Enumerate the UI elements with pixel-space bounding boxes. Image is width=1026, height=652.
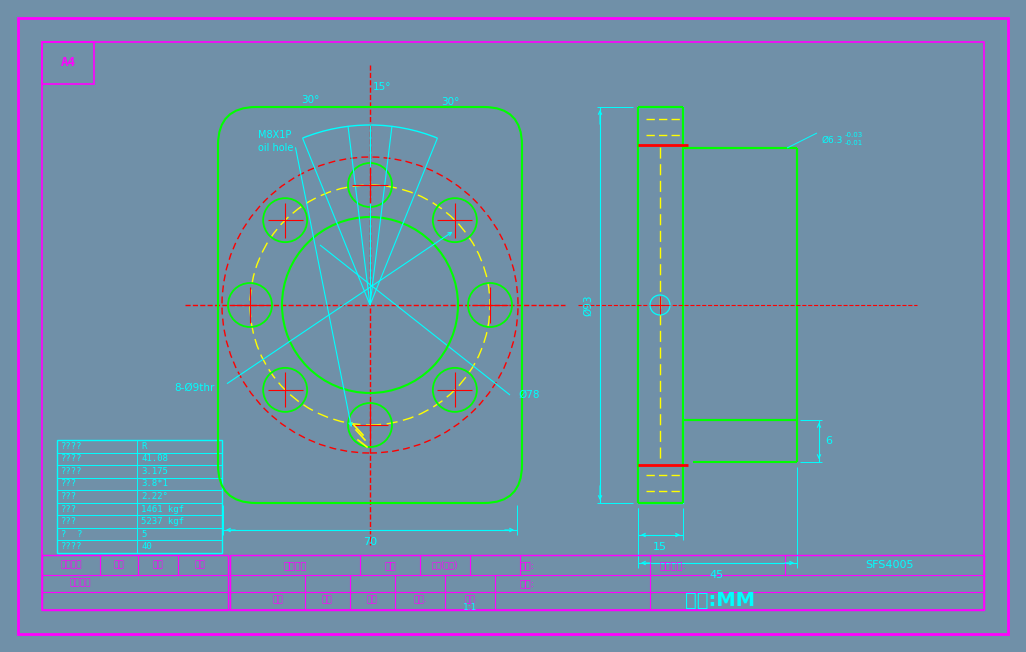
Text: 3.175: 3.175 bbox=[141, 467, 168, 476]
Text: 单位:MM: 单位:MM bbox=[685, 591, 755, 610]
Text: 6: 6 bbox=[826, 436, 832, 446]
Text: 30°: 30° bbox=[301, 95, 319, 105]
Text: 签名: 签名 bbox=[195, 561, 205, 569]
Text: ???: ??? bbox=[61, 492, 77, 501]
Text: -0.01: -0.01 bbox=[845, 140, 863, 146]
Text: ???: ??? bbox=[61, 517, 77, 526]
Text: 处数: 处数 bbox=[114, 561, 124, 569]
Text: 参考图号:: 参考图号: bbox=[660, 560, 686, 570]
Text: 绘图: 绘图 bbox=[273, 595, 283, 604]
Text: 设计: 设计 bbox=[321, 595, 332, 604]
Bar bbox=[42, 42, 94, 84]
Text: 2.22°: 2.22° bbox=[141, 492, 168, 501]
Text: 日期: 日期 bbox=[153, 561, 163, 569]
Text: ????: ???? bbox=[61, 454, 82, 464]
Text: ???: ??? bbox=[61, 479, 77, 488]
Text: 审核: 审核 bbox=[366, 595, 378, 604]
Text: oil hole: oil hole bbox=[258, 143, 293, 153]
Text: R: R bbox=[141, 442, 147, 451]
Text: ?  ?: ? ? bbox=[61, 529, 82, 539]
Text: ???: ??? bbox=[61, 505, 77, 514]
Bar bbox=[57, 440, 222, 553]
Text: A4: A4 bbox=[61, 57, 76, 70]
Text: 40: 40 bbox=[141, 542, 152, 551]
Text: Ø78: Ø78 bbox=[518, 390, 540, 400]
Text: 型号:: 型号: bbox=[520, 560, 535, 570]
Bar bbox=[230, 555, 984, 610]
Bar bbox=[42, 42, 984, 610]
Text: 1:1: 1:1 bbox=[463, 602, 477, 612]
Text: 5237 kgf: 5237 kgf bbox=[141, 517, 184, 526]
Text: 比例: 比例 bbox=[465, 595, 475, 604]
Text: -0.03: -0.03 bbox=[845, 132, 863, 138]
Text: 15°: 15° bbox=[372, 82, 391, 92]
Bar bbox=[638, 107, 683, 503]
Text: 日期: 日期 bbox=[384, 560, 396, 570]
Text: 8-Ø9thr: 8-Ø9thr bbox=[174, 383, 215, 393]
Text: 45: 45 bbox=[710, 570, 724, 580]
Text: ????: ???? bbox=[61, 542, 82, 551]
Text: 30°: 30° bbox=[441, 97, 460, 107]
Text: 客户确认: 客户确认 bbox=[69, 578, 90, 587]
Text: 材料:: 材料: bbox=[520, 578, 535, 588]
Text: Ø6.3: Ø6.3 bbox=[822, 136, 843, 145]
Text: ????: ???? bbox=[61, 467, 82, 476]
Text: 41.08: 41.08 bbox=[141, 454, 168, 464]
Text: 数量(单台): 数量(单台) bbox=[432, 561, 459, 569]
Text: ????: ???? bbox=[61, 442, 82, 451]
Text: 70: 70 bbox=[363, 537, 378, 547]
Text: 15: 15 bbox=[653, 542, 667, 552]
Text: M8X1P: M8X1P bbox=[258, 130, 291, 140]
Text: Ø93: Ø93 bbox=[583, 294, 593, 316]
Bar bbox=[42, 555, 228, 610]
Text: 客户名称: 客户名称 bbox=[283, 560, 307, 570]
Text: 3.8*1: 3.8*1 bbox=[141, 479, 168, 488]
Text: 1461 kgf: 1461 kgf bbox=[141, 505, 184, 514]
Text: SFS4005: SFS4005 bbox=[866, 560, 914, 570]
Text: 更改标记: 更改标记 bbox=[61, 561, 82, 569]
Text: 5: 5 bbox=[141, 529, 147, 539]
Text: 视角.: 视角. bbox=[413, 595, 427, 604]
